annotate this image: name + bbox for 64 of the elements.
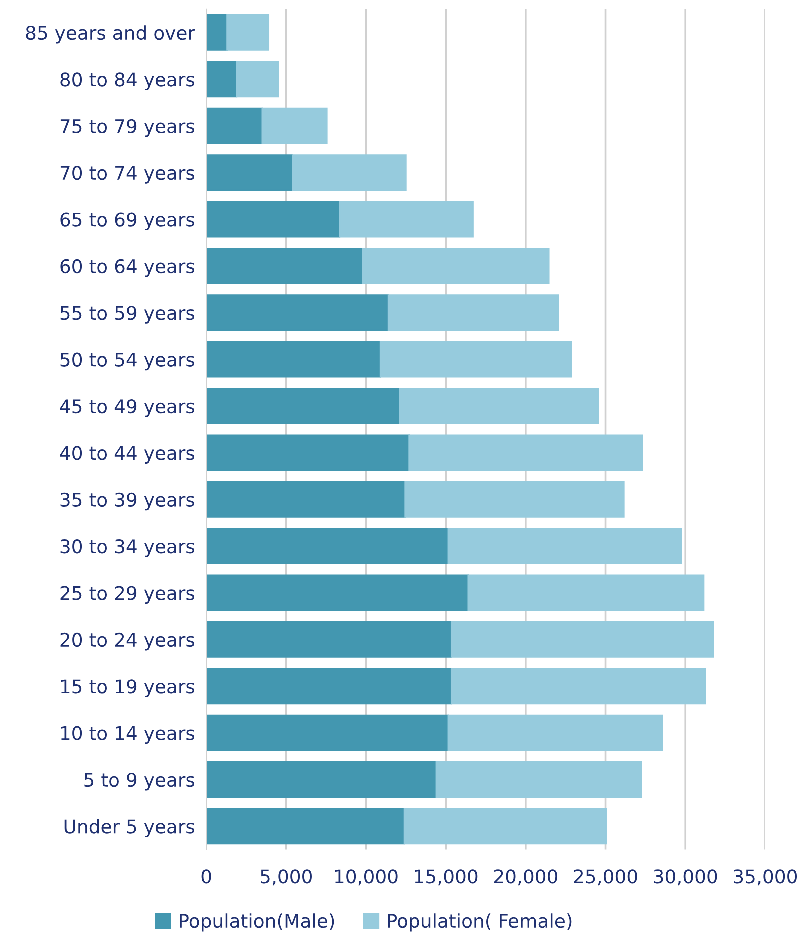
bar xyxy=(399,388,600,424)
y-tick-label: 85 years and over xyxy=(26,26,196,44)
bar xyxy=(226,14,270,51)
y-tick-label: 15 to 19 years xyxy=(61,680,195,698)
y-tick-label: 70 to 74 years xyxy=(60,166,195,184)
bar xyxy=(206,61,238,98)
bar xyxy=(206,201,341,238)
x-tick-label: 5,000 xyxy=(261,870,312,886)
bar xyxy=(448,528,682,565)
y-tick-label: 35 to 39 years xyxy=(60,492,195,511)
bar xyxy=(206,108,264,144)
bar xyxy=(206,762,438,798)
bar xyxy=(206,714,450,752)
bar xyxy=(339,201,474,238)
y-tick-label: 65 to 69 years xyxy=(60,212,195,231)
bar xyxy=(468,574,705,612)
y-tick-label: 80 to 84 years xyxy=(60,72,195,90)
bar xyxy=(206,574,470,612)
y-tick-label: 30 to 34 years xyxy=(60,540,195,558)
x-tick-label: 25,000 xyxy=(574,870,638,886)
bar xyxy=(292,154,407,192)
bar xyxy=(450,621,714,658)
y-tick-label: 60 to 64 years xyxy=(60,259,195,278)
bar xyxy=(206,248,364,284)
y-tick-label: 45 to 49 years xyxy=(60,399,195,418)
bar xyxy=(206,668,452,705)
bar xyxy=(206,341,382,378)
bar xyxy=(408,434,644,472)
y-tick-label: 50 to 54 years xyxy=(60,352,195,371)
bar xyxy=(436,762,642,798)
y-tick-label: 75 to 79 years xyxy=(60,119,195,138)
y-tick-label: 20 to 24 years xyxy=(60,632,195,651)
bar xyxy=(388,294,560,332)
bar xyxy=(206,481,406,518)
y-tick-label: 40 to 44 years xyxy=(60,446,195,464)
bar xyxy=(404,481,625,518)
x-tick-label: 30,000 xyxy=(654,870,718,886)
legend-label: Population( Female) xyxy=(388,914,572,932)
bar xyxy=(450,668,706,705)
bar xyxy=(448,714,664,752)
x-tick-label: 35,000 xyxy=(734,870,798,886)
bar xyxy=(262,108,328,144)
bar xyxy=(236,61,280,98)
bar xyxy=(206,14,228,51)
y-tick-label: 25 to 29 years xyxy=(60,586,195,604)
bar xyxy=(206,388,400,424)
bar xyxy=(206,154,294,192)
legend-label: Population(Male) xyxy=(180,914,334,932)
bar xyxy=(206,528,450,565)
x-tick-label: 10,000 xyxy=(335,870,398,886)
bar xyxy=(404,808,608,845)
x-tick-label: 0 xyxy=(202,870,212,884)
bar xyxy=(362,248,550,284)
x-tick-label: 20,000 xyxy=(494,870,558,886)
y-tick-label: 5 to 9 years xyxy=(84,772,195,791)
y-tick-label: Under 5 years xyxy=(64,819,195,838)
bar xyxy=(206,808,406,845)
bar xyxy=(380,341,572,378)
bar xyxy=(206,294,390,332)
x-tick-label: 15,000 xyxy=(415,870,478,886)
bar xyxy=(206,434,410,472)
bar xyxy=(206,621,452,658)
y-tick-label: 10 to 14 years xyxy=(61,726,195,744)
y-tick-label: 55 to 59 years xyxy=(60,306,195,324)
